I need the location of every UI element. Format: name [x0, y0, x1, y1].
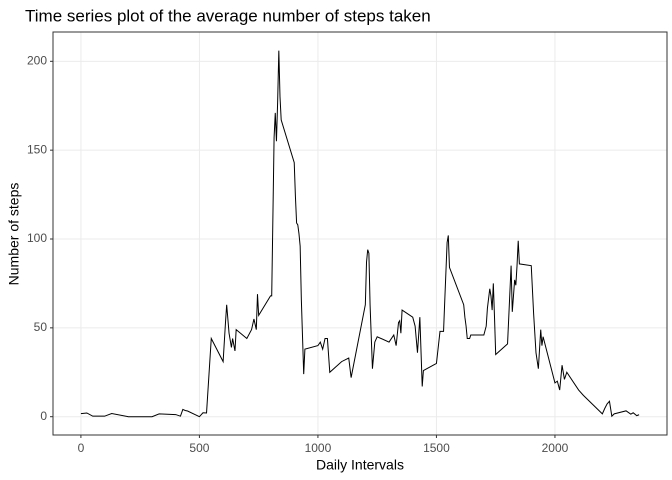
- x-axis-title: Daily Intervals: [316, 457, 404, 473]
- data-line: [80, 50, 640, 418]
- x-tick-label: 500: [189, 441, 209, 455]
- x-tick-label: 1500: [423, 441, 450, 455]
- y-tick-label: 100: [27, 231, 47, 245]
- x-tick-label: 1000: [305, 441, 332, 455]
- panel-border: [52, 31, 668, 436]
- y-tick-label: 0: [40, 409, 47, 423]
- y-tick-label: 50: [34, 320, 48, 334]
- y-tick-label: 200: [27, 53, 47, 67]
- chart-title: Time series plot of the average number o…: [25, 6, 431, 25]
- y-axis-title: Number of steps: [6, 183, 22, 286]
- x-tick-label: 0: [78, 441, 85, 455]
- x-tick-label: 2000: [542, 441, 569, 455]
- y-tick-label: 150: [27, 142, 47, 156]
